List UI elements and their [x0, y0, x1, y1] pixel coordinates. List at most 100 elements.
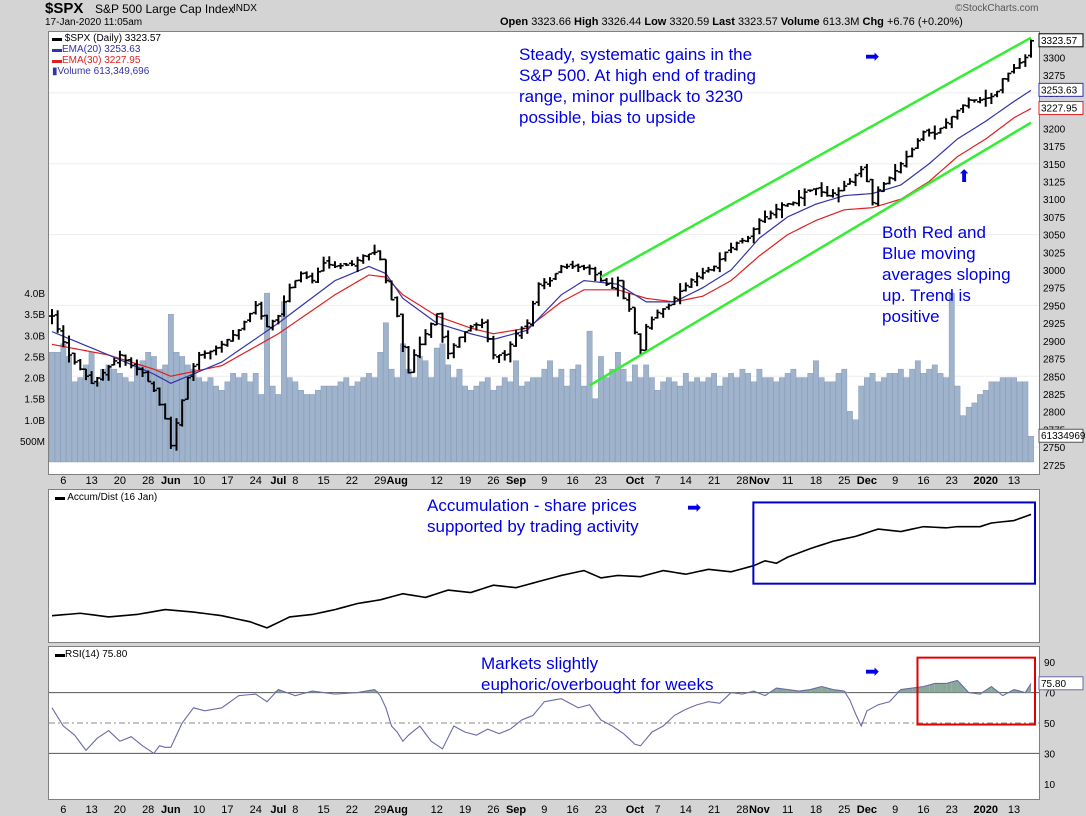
- x-tick-label: 29: [374, 475, 386, 487]
- rsi-tick-label: 10: [1044, 780, 1056, 791]
- price-tick-label: 2975: [1043, 284, 1066, 295]
- x-tick-label-bottom: 11: [782, 804, 793, 816]
- volume-bar: [598, 356, 604, 463]
- price-tick-label: 3025: [1043, 248, 1066, 259]
- volume-bar: [150, 356, 157, 463]
- price-tick-label: 3250: [1043, 89, 1066, 100]
- rsi-tick-label: 30: [1044, 749, 1056, 760]
- x-tick-label-bottom: 25: [838, 804, 850, 816]
- volume-bar: [422, 360, 429, 463]
- x-tick-label-bottom: 15: [318, 804, 330, 816]
- volume-bar: [439, 343, 446, 463]
- volume-bar: [875, 381, 882, 463]
- volume-bar: [711, 373, 717, 463]
- trend-upper-line: [600, 36, 1032, 279]
- volume-value: 613.3M: [822, 16, 860, 28]
- volume-bar: [897, 368, 904, 463]
- volume-bar: [411, 377, 418, 463]
- badge-volume-box: [1038, 428, 1084, 443]
- rsi-overbought-fill: [929, 683, 935, 693]
- x-tick-label-bottom: 10: [193, 804, 205, 816]
- volume-bar: [733, 377, 740, 463]
- volume-tick-label: 1.5B: [24, 395, 45, 406]
- x-tick-label: Sep: [506, 475, 526, 487]
- badge-ema20-box: [1038, 82, 1084, 97]
- volume-bar: [388, 368, 395, 463]
- volume-bar: [190, 368, 197, 463]
- volume-bar: [909, 368, 916, 463]
- badge-last-text: 3323.57: [1041, 36, 1078, 47]
- badge-rsi-box: [1038, 676, 1084, 691]
- volume-bar: [767, 377, 774, 463]
- volume-bar: [83, 364, 89, 463]
- annotation-rsi: Markets slightly euphoric/overbought for…: [481, 654, 714, 694]
- volume-bar: [456, 368, 463, 463]
- price-tick-label: 3000: [1043, 266, 1066, 277]
- x-tick-label: 7: [654, 475, 660, 487]
- volume-bar: [258, 394, 265, 463]
- volume-bar: [281, 301, 287, 463]
- volume-bar: [394, 377, 401, 463]
- accum-dist-chart: [51, 501, 1036, 629]
- volume-bar: [547, 360, 553, 463]
- accum-panel: ▬ Accum/Dist (16 Jan) Accumulation - sha…: [48, 489, 1040, 643]
- volume-bar: [841, 368, 848, 463]
- volume-bar: [490, 390, 497, 463]
- x-tick-label-bottom: 14: [680, 804, 692, 816]
- x-tick-label-bottom: 13: [85, 804, 97, 816]
- price-chart: [49, 36, 1039, 463]
- x-tick-label-bottom: 22: [346, 804, 358, 816]
- volume-bar: [716, 385, 723, 463]
- x-tick-label: Dec: [857, 475, 877, 487]
- price-tick-label: 3150: [1043, 160, 1066, 171]
- rsi-overbought-fill: [810, 688, 816, 693]
- rsi-overbought-fill: [917, 686, 924, 693]
- price-tick-label: 3200: [1043, 124, 1066, 135]
- volume-bar: [665, 377, 672, 463]
- volume-bar: [117, 373, 123, 463]
- x-tick-label-bottom: 6: [60, 804, 66, 816]
- volume-bar: [960, 415, 966, 463]
- price-tick-label: 2825: [1043, 390, 1066, 401]
- x-tick-label-bottom: 9: [892, 804, 898, 816]
- x-tick-label-bottom: 8: [292, 804, 298, 816]
- low-value: 3320.59: [669, 16, 710, 28]
- volume-bar: [847, 411, 853, 463]
- volume-bar: [745, 373, 751, 463]
- volume-bar: [207, 377, 214, 463]
- volume-bar: [524, 381, 531, 463]
- volume-bar: [926, 368, 933, 463]
- x-tick-label-bottom: 21: [708, 804, 720, 816]
- chg-value: +6.76 (+0.20%): [886, 16, 963, 28]
- volume-bar: [835, 373, 842, 463]
- volume-bar: [501, 377, 508, 463]
- x-tick-label: 26: [487, 475, 499, 487]
- volume-bar: [824, 381, 831, 463]
- volume-bar: [1011, 377, 1017, 463]
- x-tick-label-bottom: 17: [221, 804, 233, 816]
- volume-bar: [167, 314, 174, 463]
- volume-bar: [586, 330, 593, 463]
- high-value: 3326.44: [601, 16, 642, 28]
- volume-bar: [507, 381, 514, 463]
- quote-line: Open 3323.66 High 3326.44 Low 3320.59 La…: [500, 16, 963, 28]
- price-tick-label: 2725: [1043, 461, 1066, 472]
- volume-bar: [201, 381, 208, 463]
- x-tick-label: 23: [946, 475, 958, 487]
- legend-ema20: ▬EMA(20) 3253.63: [52, 44, 141, 55]
- volume-bar: [139, 360, 146, 463]
- chg-label: Chg: [862, 16, 884, 28]
- volume-bar: [609, 368, 616, 463]
- volume-bar: [682, 373, 689, 463]
- volume-bar: [880, 377, 887, 463]
- volume-bar: [637, 377, 644, 463]
- volume-bar: [450, 377, 457, 463]
- volume-bar: [128, 381, 135, 463]
- rsi-overbought-fill: [923, 685, 930, 693]
- x-tick-label: 19: [459, 475, 471, 487]
- rsi-overbought-fill: [776, 688, 783, 693]
- x-tick-label: 14: [680, 475, 692, 487]
- x-tick-label-bottom: 7: [654, 804, 660, 816]
- volume-bar: [275, 394, 282, 463]
- volume-bar: [105, 364, 112, 463]
